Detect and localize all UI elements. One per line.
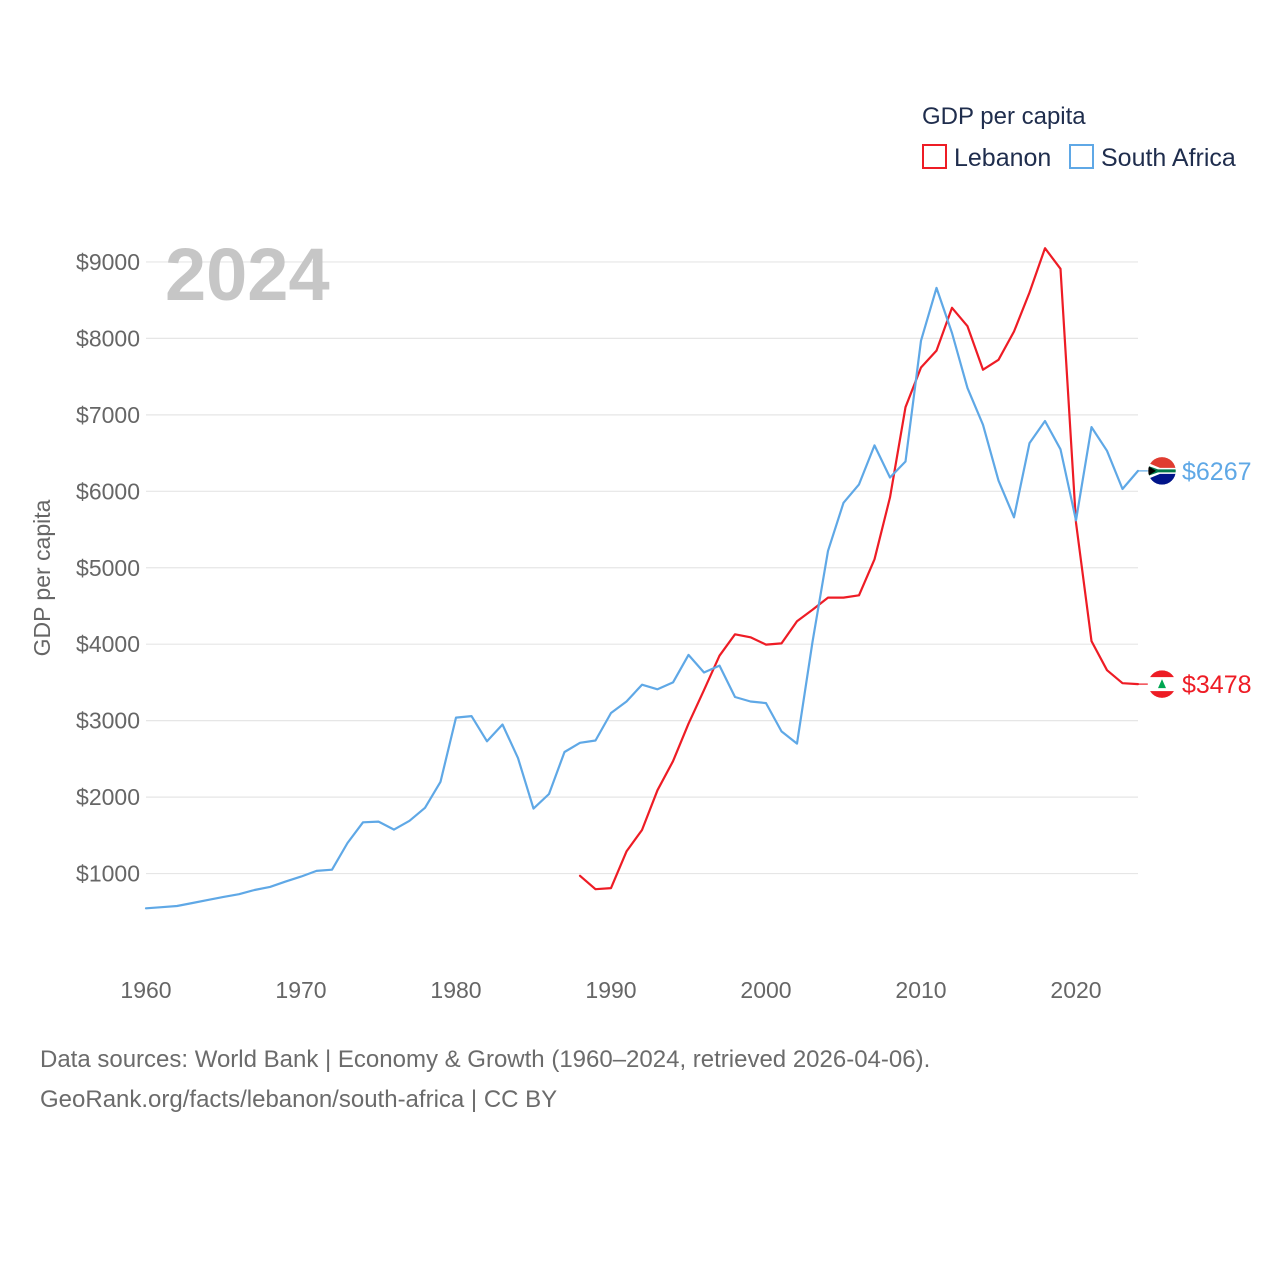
legend-swatch	[922, 144, 947, 169]
x-tick-label: 2000	[740, 977, 791, 1003]
y-tick-label: $8000	[76, 325, 140, 351]
x-tick-label: 2020	[1050, 977, 1101, 1003]
cedar-icon	[1158, 679, 1166, 689]
end-value-label: $3478	[1182, 671, 1252, 699]
flag-icon-lebanon	[1148, 670, 1176, 699]
end-value-label: $6267	[1182, 458, 1252, 486]
x-tick-label: 1990	[585, 977, 636, 1003]
marker-ring	[1147, 456, 1177, 486]
legend-label: South Africa	[1101, 144, 1236, 172]
y-axis-title: GDP per capita	[29, 499, 55, 656]
source-line: Data sources: World Bank | Economy & Gro…	[40, 1046, 931, 1073]
legend-label: Lebanon	[954, 144, 1051, 172]
data-source-footer: Data sources: World Bank | Economy & Gro…	[40, 1040, 1240, 1120]
flag-band-bottom	[1148, 691, 1176, 699]
x-tick-label: 1970	[275, 977, 326, 1003]
legend: GDP per capita Lebanon South Africa	[922, 103, 1236, 172]
gridlines	[146, 261, 1138, 875]
series-lines	[144, 247, 1140, 910]
flag-icon-south-africa	[1148, 456, 1176, 485]
y-tick-label: $6000	[76, 478, 140, 504]
series-line-lebanon	[578, 247, 1140, 891]
legend-swatch	[1069, 144, 1094, 169]
y-axis: $1000 $2000 $3000 $4000 $5000 $6000 $7000 $8000…	[76, 249, 140, 887]
flag-band-top	[1148, 670, 1176, 678]
y-tick-label: $5000	[76, 555, 140, 581]
y-tick-label: $7000	[76, 402, 140, 428]
y-tick-label: $3000	[76, 708, 140, 734]
source-link-line: GeoRank.org/facts/lebanon/south-africa |…	[40, 1086, 558, 1113]
legend-title: GDP per capita	[922, 103, 1086, 130]
x-tick-label: 2010	[895, 977, 946, 1003]
flag-triangle	[1148, 465, 1156, 476]
x-tick-label: 1980	[430, 977, 481, 1003]
series-end-markers: $3478 $6267	[1138, 456, 1252, 699]
y-tick-label: $2000	[76, 784, 140, 810]
current-year-label: 2024	[165, 233, 330, 316]
x-tick-label: 1960	[120, 977, 171, 1003]
x-axis: 1960 1970 1980 1990 2000 2010 2020	[120, 977, 1101, 1003]
series-line-south-africa	[144, 286, 1140, 910]
marker-ring	[1147, 669, 1177, 699]
flag-pall-green	[1148, 465, 1176, 476]
y-tick-label: $9000	[76, 249, 140, 275]
y-tick-label: $1000	[76, 861, 140, 887]
y-tick-label: $4000	[76, 631, 140, 657]
